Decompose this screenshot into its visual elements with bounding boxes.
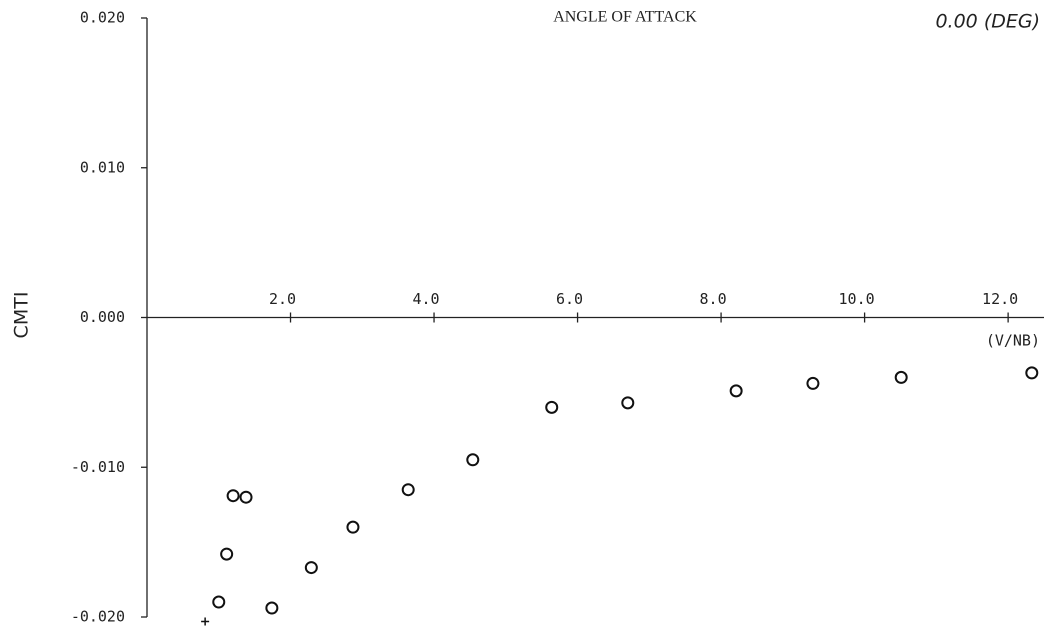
point xyxy=(1025,366,1039,380)
x-tick-label: 8.0 xyxy=(700,290,727,308)
x-tick-label: 12.0 xyxy=(982,290,1018,308)
point xyxy=(621,396,635,410)
y-tick-label: 0.020 xyxy=(80,9,125,27)
annotation: 0.00 (DEG) xyxy=(935,11,1040,33)
x-tick-label: 10.0 xyxy=(839,290,875,308)
point xyxy=(239,490,253,504)
x-tick-label: 2.0 xyxy=(269,290,296,308)
point xyxy=(729,384,743,398)
point xyxy=(346,520,360,534)
point xyxy=(806,376,820,390)
y-tick-label: -0.020 xyxy=(71,608,125,626)
x-tick-label: 6.0 xyxy=(556,290,583,308)
point xyxy=(466,453,480,467)
annotation: ANGLE OF ATTACK xyxy=(553,9,697,26)
point xyxy=(226,489,240,503)
point xyxy=(545,400,559,414)
point xyxy=(894,370,908,384)
point xyxy=(304,561,318,575)
point xyxy=(220,547,234,561)
x-tick-label: 4.0 xyxy=(412,290,439,308)
y-tick-label: 0.010 xyxy=(80,158,125,176)
point xyxy=(265,601,279,615)
point xyxy=(201,617,210,626)
y-tick-label: 0.000 xyxy=(80,308,125,326)
x-axis-label: (V/NB) xyxy=(986,332,1040,350)
point xyxy=(212,595,226,609)
point xyxy=(401,483,415,497)
y-axis-label: CMTI xyxy=(11,292,33,339)
y-tick-label: -0.010 xyxy=(71,458,125,476)
